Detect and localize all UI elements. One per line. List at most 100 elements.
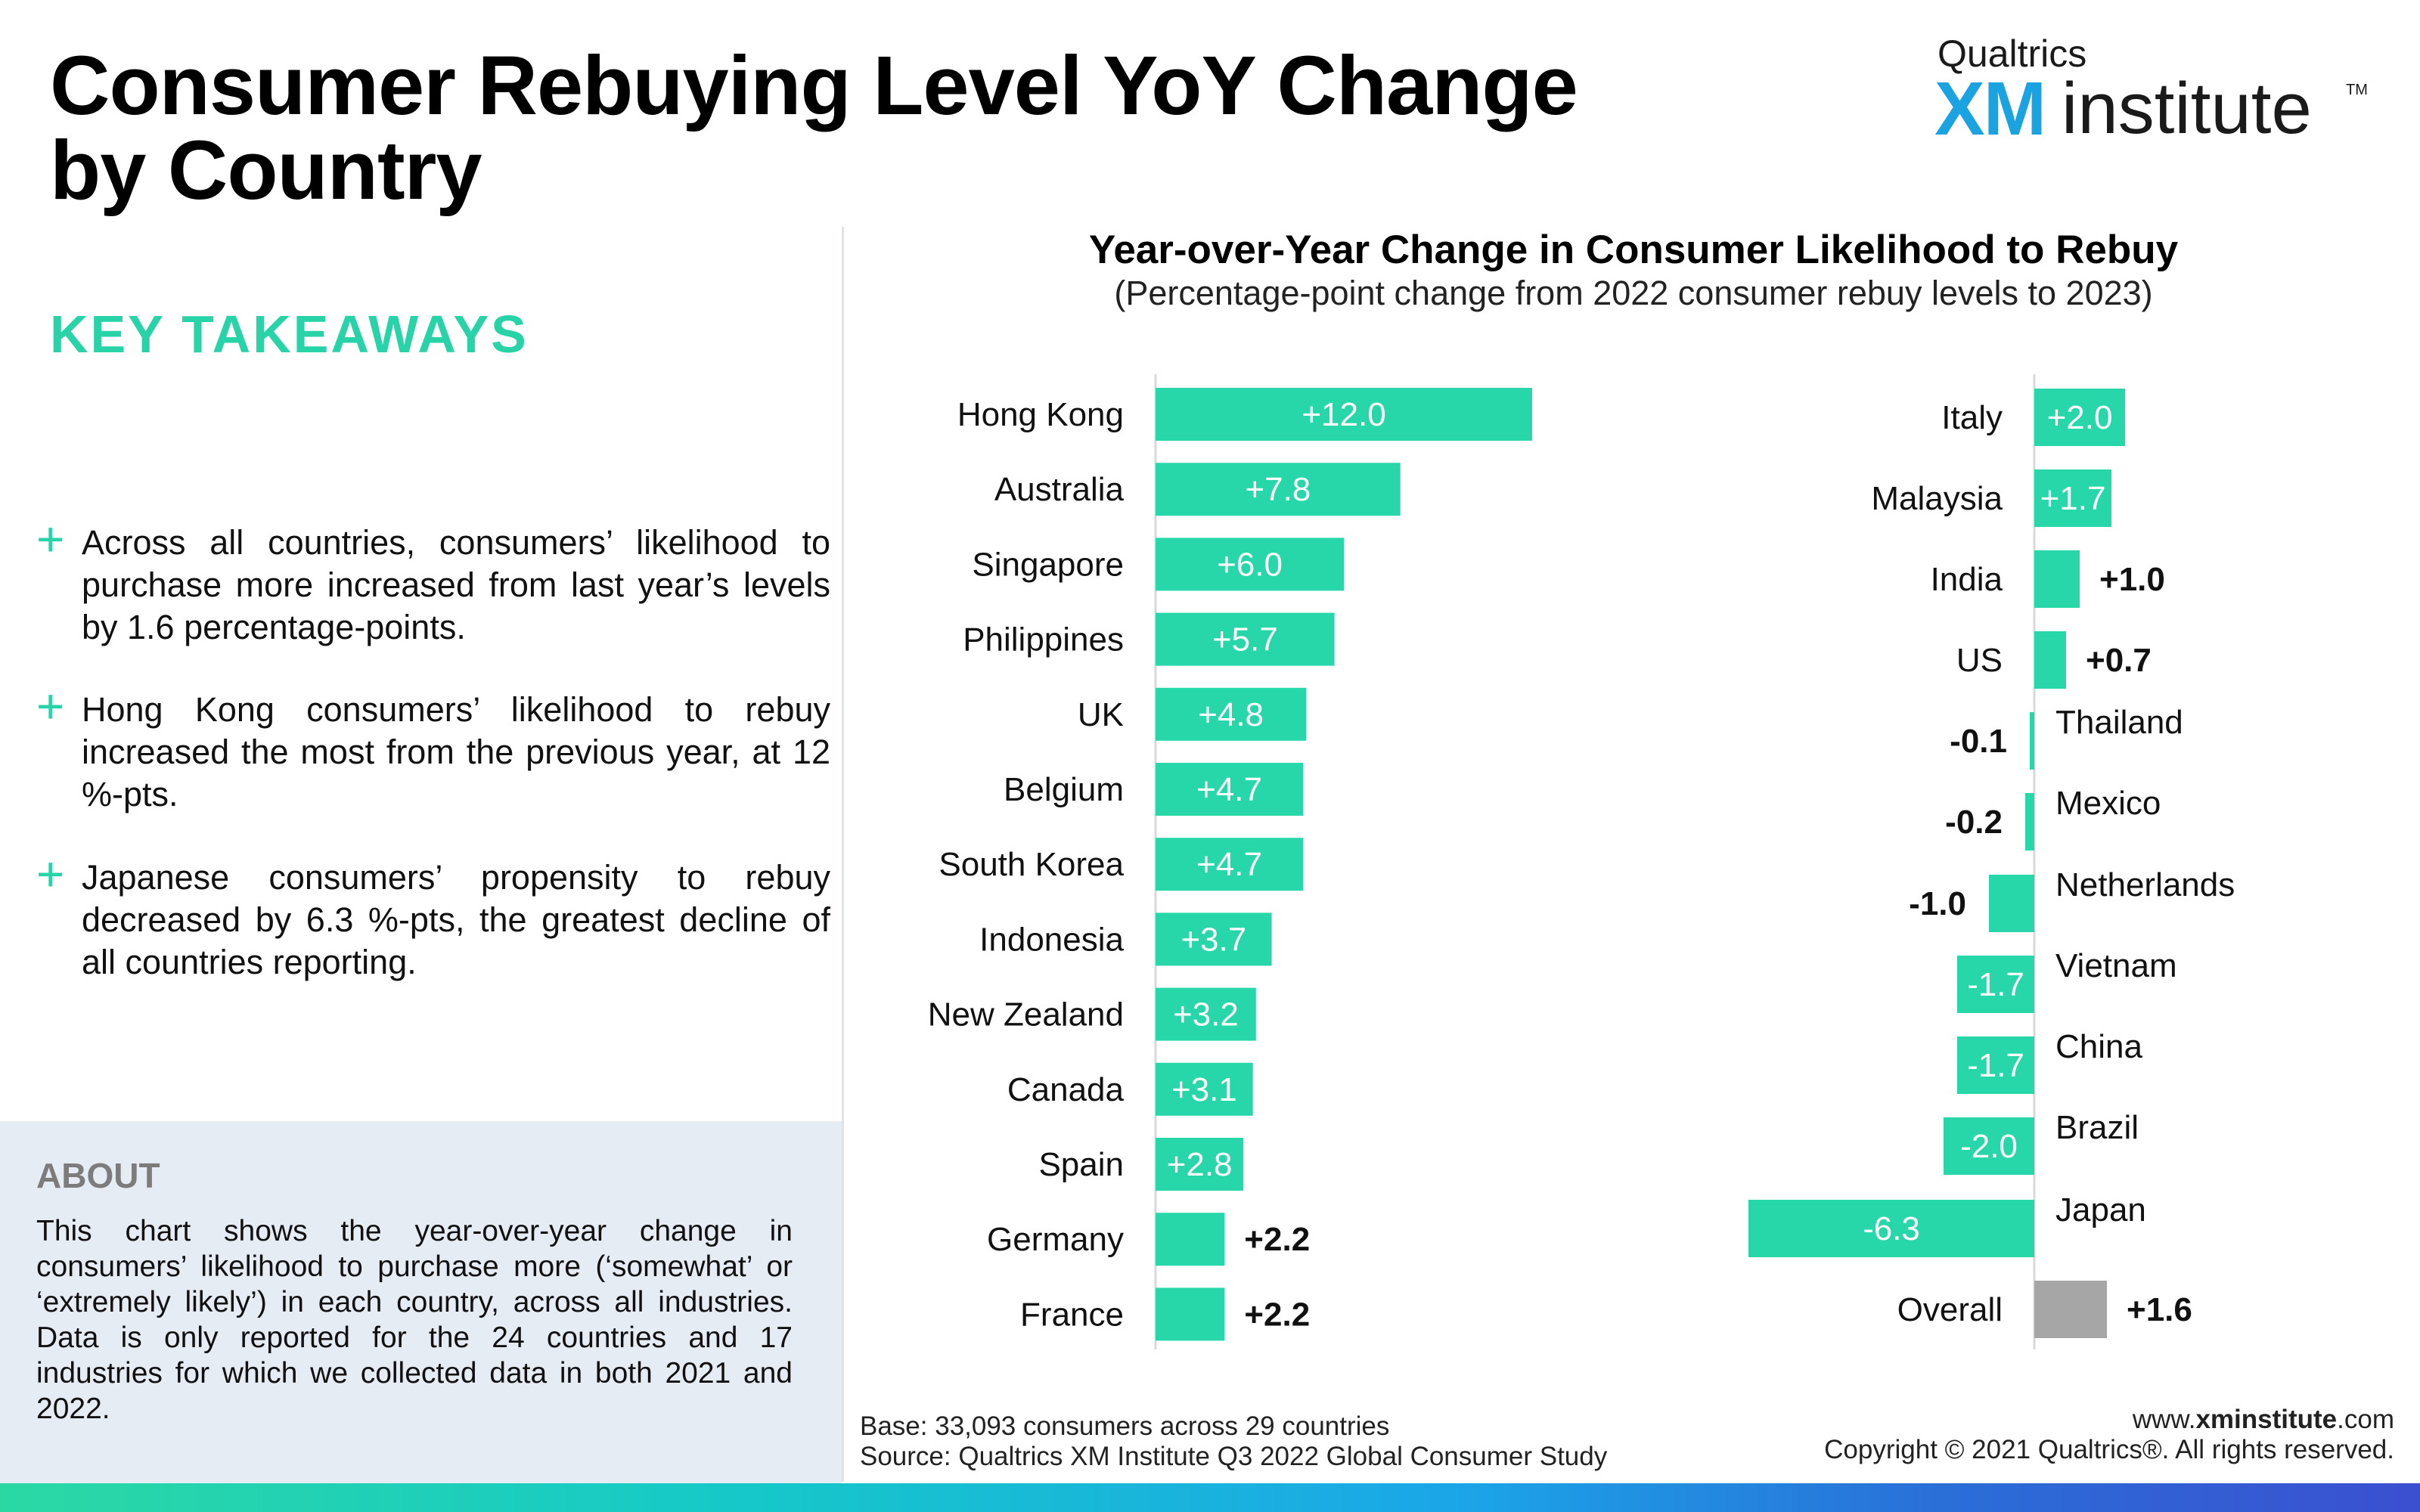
xm-institute-logo: Qualtrics XM institute TM bbox=[1934, 32, 2368, 149]
data-label: +7.8 bbox=[1245, 471, 1311, 508]
data-label: -6.3 bbox=[1863, 1210, 1920, 1247]
bar-brazil bbox=[1944, 1117, 2034, 1175]
category-label: Thailand bbox=[2055, 704, 2183, 741]
data-label: +3.2 bbox=[1173, 996, 1239, 1033]
category-label: Belgium bbox=[1004, 771, 1124, 808]
plus-icon: + bbox=[36, 847, 65, 901]
bar-canada bbox=[1156, 1062, 1253, 1116]
category-label: Spain bbox=[1038, 1146, 1124, 1183]
about-panel bbox=[0, 1121, 842, 1484]
site-name: xminstitute bbox=[2195, 1405, 2338, 1434]
site-prefix: www. bbox=[2132, 1405, 2196, 1434]
data-label: -0.2 bbox=[1945, 804, 2003, 841]
bar-spain bbox=[1156, 1138, 1244, 1191]
category-label: New Zealand bbox=[928, 996, 1124, 1033]
data-label: +4.7 bbox=[1196, 846, 1262, 883]
data-label: +2.2 bbox=[1244, 1296, 1310, 1333]
category-label: Canada bbox=[1007, 1071, 1125, 1108]
category-label: Australia bbox=[994, 471, 1125, 508]
bar-germany bbox=[1156, 1213, 1225, 1266]
category-label: Malaysia bbox=[1871, 480, 2003, 517]
bar-netherlands bbox=[1989, 875, 2034, 932]
bar-thailand bbox=[2030, 712, 2034, 770]
key-takeaways-heading: KEY TAKEAWAYS bbox=[50, 305, 529, 364]
data-label: +5.7 bbox=[1212, 621, 1278, 658]
footer-source: Source: Qualtrics XM Institute Q3 2022 G… bbox=[860, 1442, 1608, 1471]
category-label: US bbox=[1956, 642, 2003, 679]
category-label: Hong Kong bbox=[957, 396, 1124, 433]
bar-new-zealand bbox=[1156, 987, 1256, 1041]
category-label: South Korea bbox=[939, 846, 1124, 883]
takeaway-text: Across all countries, consumers’ likelih… bbox=[82, 523, 830, 646]
vertical-divider bbox=[842, 227, 844, 1482]
category-label: India bbox=[1931, 561, 2003, 598]
data-label: +2.8 bbox=[1167, 1146, 1233, 1183]
bar-australia bbox=[1156, 463, 1401, 516]
category-label: France bbox=[1020, 1296, 1124, 1333]
plus-icon: + bbox=[36, 512, 65, 566]
category-label: Indonesia bbox=[979, 921, 1124, 958]
takeaway-text: Hong Kong consumers’ likelihood to rebuy… bbox=[82, 690, 830, 813]
category-label: UK bbox=[1078, 696, 1124, 733]
category-label: Mexico bbox=[2055, 785, 2161, 822]
data-label: +6.0 bbox=[1217, 546, 1283, 583]
category-label: China bbox=[2055, 1028, 2142, 1065]
data-label: +1.0 bbox=[2099, 561, 2165, 598]
footer-base-source: Base: 33,093 consumers across 29 countri… bbox=[860, 1411, 1607, 1472]
category-label: Japan bbox=[2055, 1191, 2146, 1228]
bar-france bbox=[1156, 1287, 1225, 1341]
bar-italy bbox=[2034, 389, 2125, 446]
data-label: -1.7 bbox=[1967, 966, 2024, 1003]
footer-website[interactable]: www.xminstitute.com bbox=[1824, 1405, 2394, 1435]
footer-base: Base: 33,093 consumers across 29 countri… bbox=[860, 1411, 1390, 1441]
bar-philippines bbox=[1156, 612, 1335, 666]
about-heading: ABOUT bbox=[36, 1156, 160, 1195]
bar-uk bbox=[1156, 687, 1307, 741]
category-label: Brazil bbox=[2055, 1109, 2139, 1146]
bar-vietnam bbox=[1957, 956, 2034, 1013]
logo-institute-text: institute bbox=[2062, 68, 2312, 149]
category-label: Singapore bbox=[972, 546, 1124, 583]
data-label: +4.8 bbox=[1198, 696, 1264, 733]
category-label: Italy bbox=[1941, 399, 2003, 436]
bar-china bbox=[1957, 1036, 2034, 1094]
footer-copyright: www.xminstitute.com Copyright © 2021 Qua… bbox=[1824, 1405, 2394, 1465]
category-label: Vietnam bbox=[2055, 947, 2177, 984]
category-label: Overall bbox=[1897, 1291, 2003, 1328]
bar-hong-kong bbox=[1156, 388, 1532, 441]
category-label: Netherlands bbox=[2055, 866, 2235, 903]
category-label: Germany bbox=[987, 1221, 1124, 1258]
copyright-text: Copyright © 2021 Qualtrics®. All rights … bbox=[1824, 1435, 2394, 1464]
data-label: +2.0 bbox=[2047, 399, 2113, 436]
data-label: -2.0 bbox=[1960, 1128, 2018, 1165]
data-label: +1.7 bbox=[2040, 480, 2106, 517]
logo-xm-text: XM bbox=[1934, 67, 2046, 151]
about-text: This chart shows the year-over-year chan… bbox=[36, 1215, 793, 1425]
bar-india bbox=[2034, 550, 2080, 608]
data-label: +0.7 bbox=[2086, 642, 2152, 679]
bar-overall bbox=[2034, 1281, 2107, 1338]
chart-title: Year-over-Year Change in Consumer Likeli… bbox=[1088, 228, 2179, 272]
data-label: -1.0 bbox=[1909, 885, 1966, 922]
bar-japan bbox=[1748, 1200, 2034, 1257]
data-label: +4.7 bbox=[1196, 771, 1262, 808]
takeaway-text: Japanese consumers’ propensity to rebuy … bbox=[82, 858, 830, 981]
category-label: Philippines bbox=[963, 621, 1124, 658]
bar-us bbox=[2034, 631, 2066, 689]
data-label: +1.6 bbox=[2127, 1291, 2192, 1328]
data-label: +2.2 bbox=[1244, 1221, 1310, 1258]
page-title: Consumer Rebuying Level YoY Change by Co… bbox=[50, 39, 1578, 217]
bar-malaysia bbox=[2034, 469, 2111, 527]
data-label: -0.1 bbox=[1950, 723, 2007, 760]
bar-south-korea bbox=[1156, 838, 1304, 891]
bar-belgium bbox=[1156, 763, 1304, 816]
plus-icon: + bbox=[36, 679, 65, 733]
logo-qualtrics-text: Qualtrics bbox=[1938, 33, 2087, 75]
data-label: +3.7 bbox=[1181, 921, 1246, 958]
data-label: -1.7 bbox=[1967, 1047, 2024, 1084]
logo-tm-mark: TM bbox=[2346, 82, 2368, 98]
bar-mexico bbox=[2025, 793, 2034, 850]
bar-indonesia bbox=[1156, 912, 1272, 966]
bottom-gradient-bar bbox=[0, 1483, 2420, 1512]
